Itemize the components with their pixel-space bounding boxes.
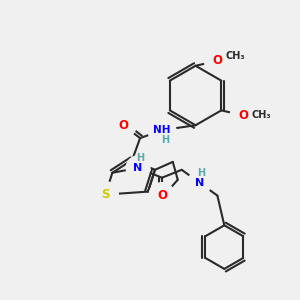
Circle shape [149, 183, 175, 208]
Text: O: O [212, 54, 222, 67]
Text: H: H [161, 135, 169, 145]
Text: O: O [238, 109, 248, 122]
Text: H: H [136, 153, 144, 163]
Circle shape [126, 156, 150, 180]
Text: NH: NH [153, 125, 171, 135]
Text: N: N [195, 178, 204, 188]
Circle shape [92, 182, 118, 208]
Text: O: O [157, 189, 167, 202]
Circle shape [148, 116, 176, 144]
Circle shape [188, 171, 212, 195]
Text: O: O [118, 119, 128, 132]
Circle shape [248, 102, 274, 128]
Circle shape [205, 48, 230, 74]
Text: CH₃: CH₃ [251, 110, 271, 120]
Text: H: H [197, 168, 206, 178]
Circle shape [110, 112, 136, 138]
Text: S: S [101, 188, 110, 201]
Circle shape [222, 43, 248, 69]
Text: CH₃: CH₃ [225, 51, 245, 61]
Text: N: N [134, 163, 143, 173]
Circle shape [230, 102, 256, 128]
